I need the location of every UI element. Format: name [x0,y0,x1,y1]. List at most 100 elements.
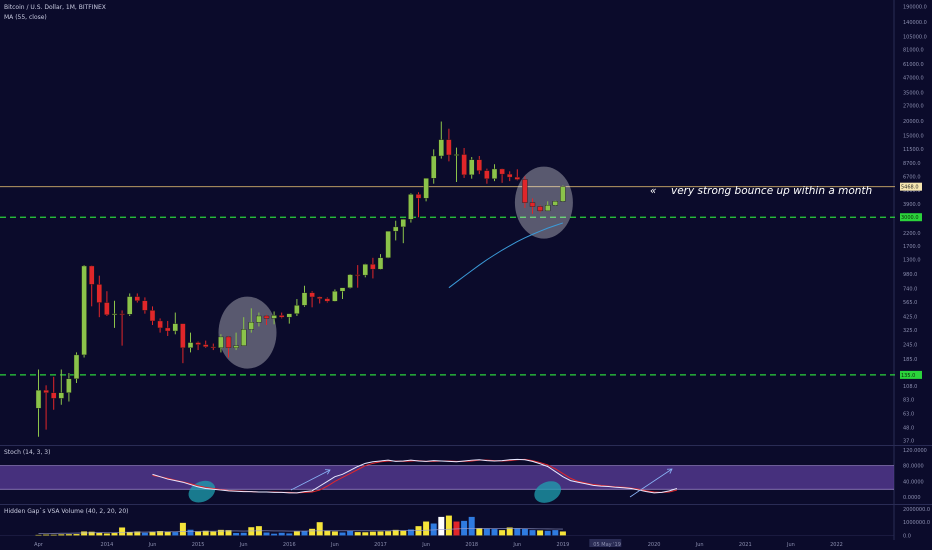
volume-bar [438,516,445,536]
price-tick-label: 5100.0 [903,188,921,194]
candle-up [560,186,566,202]
volume-bar [369,531,376,536]
candle-up [81,265,87,356]
volume-bar [248,527,255,536]
candle-down [476,159,482,171]
candle-up [438,139,444,157]
candle-up [172,323,179,332]
candle-up [66,378,72,393]
candle-down [164,327,171,332]
volume-bar [157,531,164,536]
volume-bar [263,532,270,536]
price-tick-label: 185.0 [903,357,917,363]
volume-bar [134,531,141,536]
vsa-title[interactable]: Hidden Gap`s VSA Volume (40, 2, 20, 20) [4,508,129,515]
volume-bar [453,521,460,536]
volume-bar [278,532,285,536]
annotation-arrow: « [650,185,656,197]
volume-bar [309,528,316,536]
candle-down [446,139,452,156]
price-tick-label: 1700.0 [903,244,921,250]
volume-bar [483,528,490,536]
price-tick-label: 980.0 [903,272,917,278]
symbol-title[interactable]: Bitcoin / U.S. Dollar, 1M, BITFINEX [4,4,106,11]
volume-bar [461,520,468,536]
volume-bar [468,516,475,536]
candle-up [294,305,300,314]
price-tick-label: 20000.0 [903,119,924,125]
candle-up [286,313,292,318]
ma-title[interactable]: MA (55, close) [4,14,47,21]
price-tick-label: 425.0 [903,315,917,321]
candle-up [377,257,384,270]
candle-up [408,194,414,220]
volume-bar [385,531,392,536]
date-tick-label: 2021 [739,542,752,548]
candle-up [73,354,80,380]
volume-bar [293,531,300,536]
candle-up [248,322,255,330]
volume-bar [529,530,536,536]
price-tick-label: 35000.0 [903,90,924,96]
volume-bar [240,532,247,536]
candle-up [35,389,42,409]
annotation-text: very strong bounce up within a month [671,185,872,197]
volume-bar [445,515,452,536]
candle-up [552,201,558,206]
candle-down [507,173,513,178]
volume-bar [195,531,202,536]
volume-bar [65,534,72,536]
volume-bar [271,533,278,536]
candle-down [355,274,361,276]
price-tick-label: 3900.0 [903,202,921,208]
volume-tick-label: 2000000.0 [903,507,930,513]
price-tick-label: 81000.0 [903,48,924,54]
volume-bar [225,530,232,536]
candle-down [529,202,536,207]
date-tick-label: Jun [330,542,339,548]
volume-bar [81,531,88,536]
candle-down [88,265,95,285]
volume-pane: 2000000.0 1000000.0 0.0 [0,507,930,539]
current-price-badge [900,182,922,191]
current-price-badge-text: 5468.0 [901,185,919,191]
candle-up [256,315,262,323]
candle-up [545,204,551,212]
candle-down [499,168,505,175]
price-tick-label: 8700.0 [903,161,921,167]
price-tick-label: 105000.0 [903,34,927,40]
stoch-tick-label: 120.0000 [903,448,927,454]
candle-down [157,320,163,329]
candle-down [180,323,186,348]
stoch-tick-label: 40.0000 [903,479,924,485]
candle-down [104,302,110,316]
volume-bar [172,532,179,536]
date-tick-label: Jun [148,542,157,548]
date-tick-label: 2016 [283,542,296,548]
candle-up [385,230,391,259]
stoch-k-line [152,458,678,494]
date-tick-label: Jun [695,542,704,548]
green-lower-badge-text: 135.0 [901,373,915,379]
volume-bar [339,532,346,536]
highlight-ellipses [218,166,573,369]
candle-up [233,345,239,348]
candle-down [537,206,543,212]
price-tick-label: 63.0 [903,412,914,418]
date-tick-label: 05 May '19 [593,542,621,548]
price-tick-label: 48.0 [903,425,914,431]
volume-bar [286,533,293,536]
date-tick-label: 2015 [192,542,205,548]
date-tick-label: 2019 [557,542,570,548]
price-tick-label: 6700.0 [903,174,921,180]
candle-up [453,154,460,156]
date-tick-label: 2014 [101,542,114,548]
candle-up [423,178,429,199]
volume-bar [544,530,551,536]
volume-bar [506,527,513,536]
volume-bar [491,529,498,536]
candle-down [142,300,148,311]
stoch-title[interactable]: Stoch (14, 3, 3) [4,449,51,456]
candle-down [51,392,57,399]
